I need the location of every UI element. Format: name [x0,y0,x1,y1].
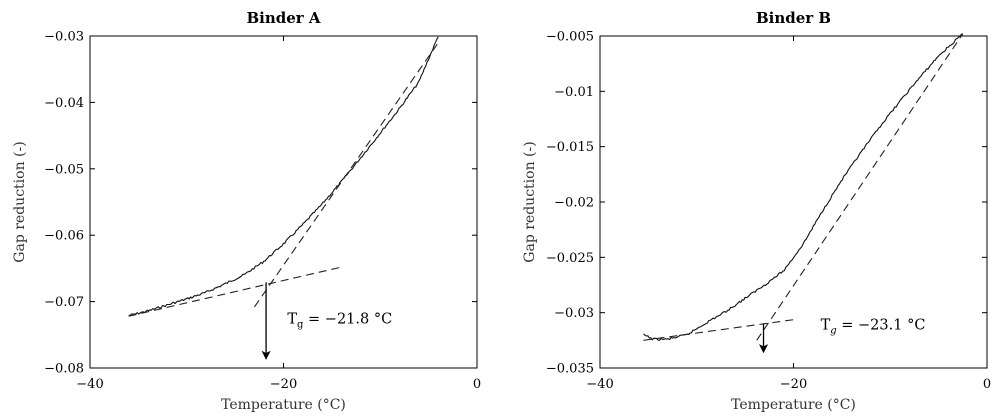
x-axis-label: Temperature (°C) [221,397,346,413]
chart-title: Binder A [246,9,320,27]
tg-annotation: Tg = −21.8 °C [287,312,392,331]
tangent-line-glassy [643,318,797,341]
plot-frame [599,35,988,369]
tg-symbol: T [287,312,297,328]
y-tick-label: −0.07 [44,295,84,310]
y-tick-label: −0.04 [44,96,84,111]
plot-frame [89,35,478,369]
y-tick-label: −0.03 [44,30,84,45]
y-axis-label: Gap reduction (-) [12,141,28,262]
x-tick-label: −20 [780,377,807,392]
y-tick-label: −0.015 [546,140,594,155]
x-tick-label: 0 [983,377,991,392]
tangent-line-rubbery [756,33,964,341]
x-tick-label: 0 [473,377,481,392]
data-series-line [643,33,964,341]
chart-panel-binder-a: Binder A −40 −20 0 −0.08 −0.07 −0.06 −0.05 −0.04… [12,9,481,413]
tg-value: = −21.8 °C [303,312,392,328]
tg-value: = −23.1 °C [837,317,926,333]
y-tick-label: −0.02 [554,196,594,211]
chart-title: Binder B [756,9,831,27]
y-tick-label: −0.06 [44,229,84,244]
tg-annotation: Tg = −23.1 °C [821,317,926,336]
tg-subscript: g [830,325,836,336]
chart-panel-binder-b: Binder B −40 −20 0 −0.035 −0.03 −0.025 −0.02 −0.… [522,9,991,413]
y-tick-label: −0.05 [44,162,84,177]
data-series-line [128,36,439,317]
x-tick-label: −40 [586,377,613,392]
tangent-line-rubbery [254,42,439,308]
y-tick-label: −0.035 [546,362,594,377]
y-axis-label: Gap reduction (-) [522,141,538,262]
y-tick-label: −0.025 [546,251,594,266]
y-tick-label: −0.005 [546,30,594,45]
tangent-line-glassy [128,266,342,317]
x-tick-label: −20 [270,377,297,392]
tg-symbol: T [821,317,831,333]
x-axis-label: Temperature (°C) [731,397,856,413]
y-tick-label: −0.03 [554,306,594,321]
y-tick-label: −0.01 [554,85,594,100]
y-tick-label: −0.08 [44,362,84,377]
tg-subscript: g [297,320,304,331]
x-tick-label: −40 [76,377,103,392]
